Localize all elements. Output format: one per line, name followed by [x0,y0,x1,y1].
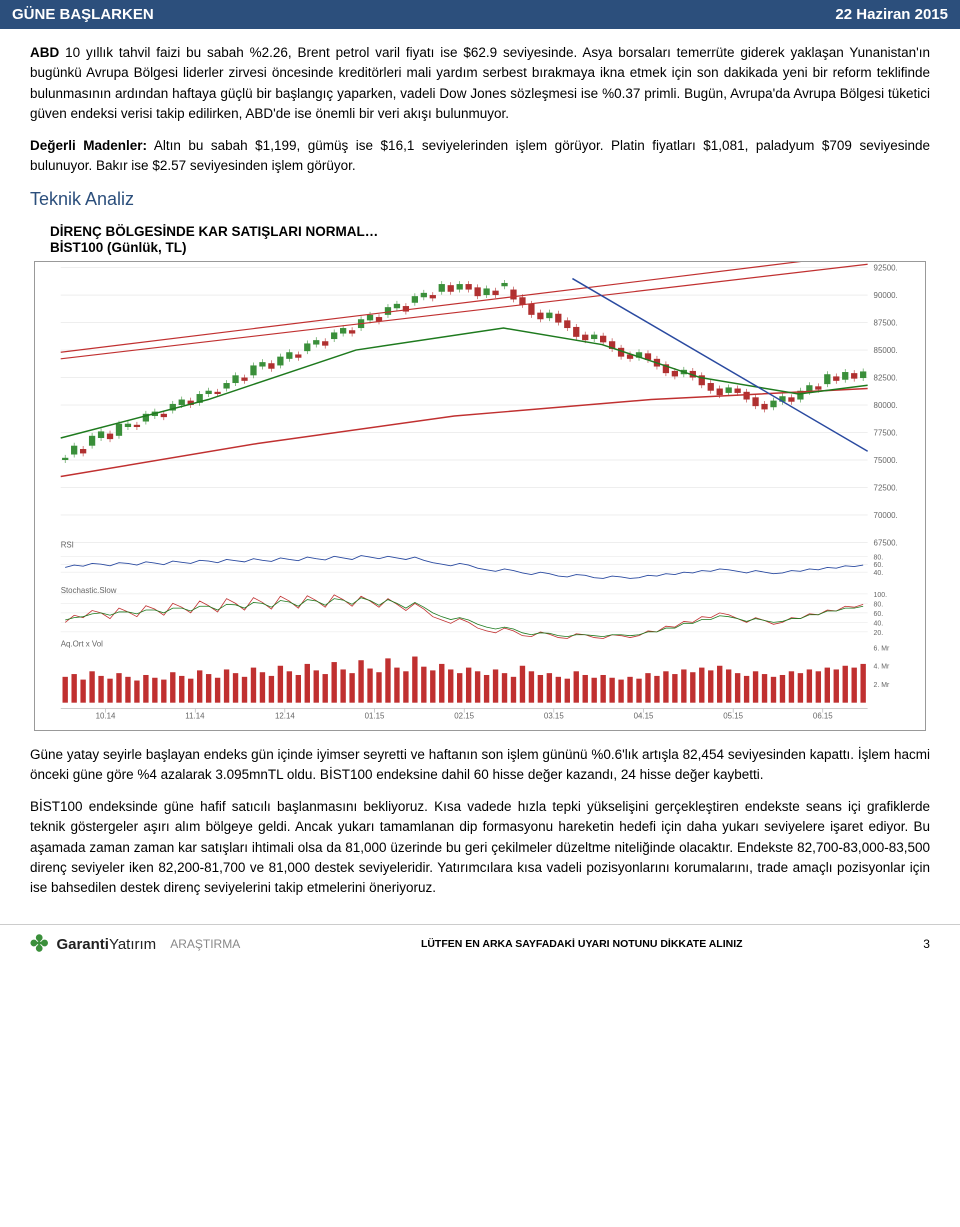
page-header: GÜNE BAŞLARKEN 22 Haziran 2015 [0,0,960,29]
svg-text:Stochastic.Slow: Stochastic.Slow [61,585,117,594]
svg-text:2. Mr: 2. Mr [874,682,890,689]
svg-text:12.14: 12.14 [275,711,295,720]
svg-text:4. Mr: 4. Mr [874,663,890,670]
chart-subtitle: BİST100 (Günlük, TL) [50,240,930,255]
footer-warning: LÜTFEN EN ARKA SAYFADAKİ UYARI NOTUNU Dİ… [421,938,743,950]
svg-text:10.14: 10.14 [96,711,116,720]
svg-text:77500.: 77500. [874,428,898,437]
technical-chart: 92500. 90000. 87500. 85000. 82500. 80000. 7750… [34,261,926,731]
section-title: Teknik Analiz [30,189,930,210]
paragraph-1: ABD 10 yıllık tahvil faizi bu sabah %2.2… [30,43,930,124]
svg-text:RSI: RSI [61,540,74,549]
paragraph-3: Güne yatay seyirle başlayan endeks gün i… [30,745,930,786]
svg-text:40.: 40. [874,570,884,577]
page-number: 3 [923,937,930,951]
svg-text:6. Mr: 6. Mr [874,645,890,652]
chart-title: DİRENÇ BÖLGESİNDE KAR SATIŞLARI NORMAL… [50,224,930,239]
svg-text:60.: 60. [874,610,884,617]
logo-icon: ✤ [30,931,48,957]
p1-lead: ABD [30,45,59,60]
svg-text:90000.: 90000. [874,291,898,300]
p2-body: Altın bu sabah $1,199, gümüş ise $16,1 s… [30,138,930,173]
paragraph-2: Değerli Madenler: Altın bu sabah $1,199,… [30,136,930,177]
p2-lead: Değerli Madenler: [30,138,147,153]
svg-text:92500.: 92500. [874,263,898,272]
svg-text:80.: 80. [874,554,884,561]
svg-text:Aq.Ort x Vol: Aq.Ort x Vol [61,639,103,648]
svg-text:82500.: 82500. [874,373,898,382]
header-left: GÜNE BAŞLARKEN [12,6,154,23]
svg-text:03.15: 03.15 [544,711,564,720]
svg-text:85000.: 85000. [874,346,898,355]
svg-text:100.: 100. [874,591,888,598]
svg-text:75000.: 75000. [874,455,898,464]
header-right: 22 Haziran 2015 [835,6,948,23]
svg-text:02.15: 02.15 [454,711,474,720]
svg-text:87500.: 87500. [874,318,898,327]
svg-text:80.: 80. [874,601,884,608]
svg-text:04.15: 04.15 [634,711,654,720]
svg-text:67500.: 67500. [874,538,898,547]
svg-text:11.14: 11.14 [185,711,205,720]
svg-text:72500.: 72500. [874,483,898,492]
p1-body: 10 yıllık tahvil faizi bu sabah %2.26, B… [30,45,930,121]
page-footer: ✤ GarantiYatırım ARAŞTIRMA LÜTFEN EN ARK… [0,924,960,967]
svg-text:60.: 60. [874,562,884,569]
logo-text: GarantiYatırım [56,936,156,953]
logo-sub: ARAŞTIRMA [170,937,240,951]
svg-text:06.15: 06.15 [813,711,833,720]
svg-text:20.: 20. [874,629,884,636]
svg-text:05.15: 05.15 [723,711,743,720]
svg-text:40.: 40. [874,620,884,627]
brand-logo: ✤ GarantiYatırım ARAŞTIRMA [30,931,240,957]
svg-text:70000.: 70000. [874,510,898,519]
paragraph-4: BİST100 endeksinde güne hafif satıcılı b… [30,797,930,898]
svg-text:01.15: 01.15 [365,711,385,720]
svg-text:80000.: 80000. [874,400,898,409]
